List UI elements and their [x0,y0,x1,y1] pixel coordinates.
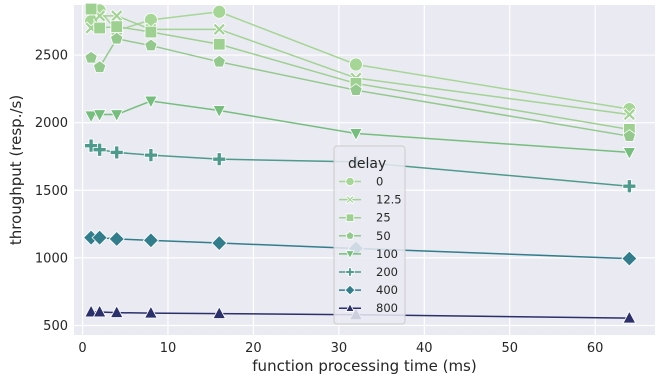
legend-marker [345,176,355,187]
legend-item: 200 [339,265,398,279]
legend-label: 800 [376,301,398,315]
data-point [622,107,637,122]
legend-item: 50 [339,229,391,243]
legend-marker [345,302,355,312]
data-point [84,304,98,318]
legend-title: delay [348,156,386,172]
legend-item: 12.5 [339,193,402,207]
legend-items: 0 12.5 25 50 100 200 400 800 [339,175,402,315]
data-point [621,250,638,267]
data-point [622,147,637,161]
x-tick-label: 0 [78,341,86,356]
series-100 [84,95,637,161]
data-point [349,128,363,142]
y-tick-label: 500 [43,319,68,334]
x-tick-label: 60 [587,341,604,356]
legend-label: 25 [376,211,391,225]
series-50 [84,31,637,142]
legend-label: 0 [376,175,383,189]
y-tick-label: 2000 [35,116,68,131]
legend-item: 0 [339,175,383,189]
legend-marker [345,195,355,205]
legend: delay 0 12.5 25 50 100 200 400 800 [333,145,406,325]
data-point [144,25,158,39]
data-point [349,57,363,72]
data-point [84,50,98,64]
data-point [212,152,227,167]
data-point [143,148,158,163]
data-point [211,234,228,252]
legend-item: 25 [339,211,391,225]
data-point [144,38,158,52]
x-tick-label: 50 [501,341,518,356]
x-tick-label: 30 [331,341,348,356]
data-point [212,37,226,51]
data-point [622,129,637,142]
data-point [142,232,159,249]
legend-marker [345,250,355,260]
data-point [622,310,637,324]
data-point [93,21,106,35]
data-point [144,95,158,109]
legend-label: 200 [376,265,398,279]
data-point [622,179,637,194]
data-point [212,4,227,19]
data-point [92,304,107,318]
legend-marker [344,284,356,296]
legend-label: 400 [376,283,398,297]
data-point [212,54,226,68]
y-tick-label: 1500 [35,184,68,199]
data-point [92,60,107,73]
x-axis-label: function processing time (ms) [252,357,476,375]
legend-item: 100 [339,247,398,261]
y-tick-label: 1000 [35,251,68,266]
data-point [212,105,227,119]
data-point [144,305,158,319]
data-point [109,109,124,123]
x-tick-label: 10 [160,341,177,356]
legend-label: 50 [376,229,391,243]
x-tick-label: 20 [245,341,262,356]
data-point [110,31,124,45]
data-point [92,109,107,123]
data-point [92,142,107,157]
data-point [212,305,227,319]
data-point [110,20,123,33]
legend-item: 800 [339,301,398,315]
data-point [91,229,108,246]
legend-box [333,145,406,325]
data-point [108,230,125,248]
data-point [109,305,124,318]
legend-marker [345,267,355,277]
legend-marker [345,213,355,222]
data-point [109,145,124,160]
y-axis-label: throughput (resp./s) [7,95,25,245]
data-point [84,110,98,124]
legend-item: 400 [339,283,398,297]
legend-label: 12.5 [376,193,402,207]
x-tick-label: 40 [416,341,433,356]
data-point [349,83,363,96]
legend-label: 100 [376,247,398,261]
legend-marker [345,231,355,240]
data-point [84,2,98,16]
y-tick-label: 2500 [35,49,68,64]
data-point [212,22,226,37]
